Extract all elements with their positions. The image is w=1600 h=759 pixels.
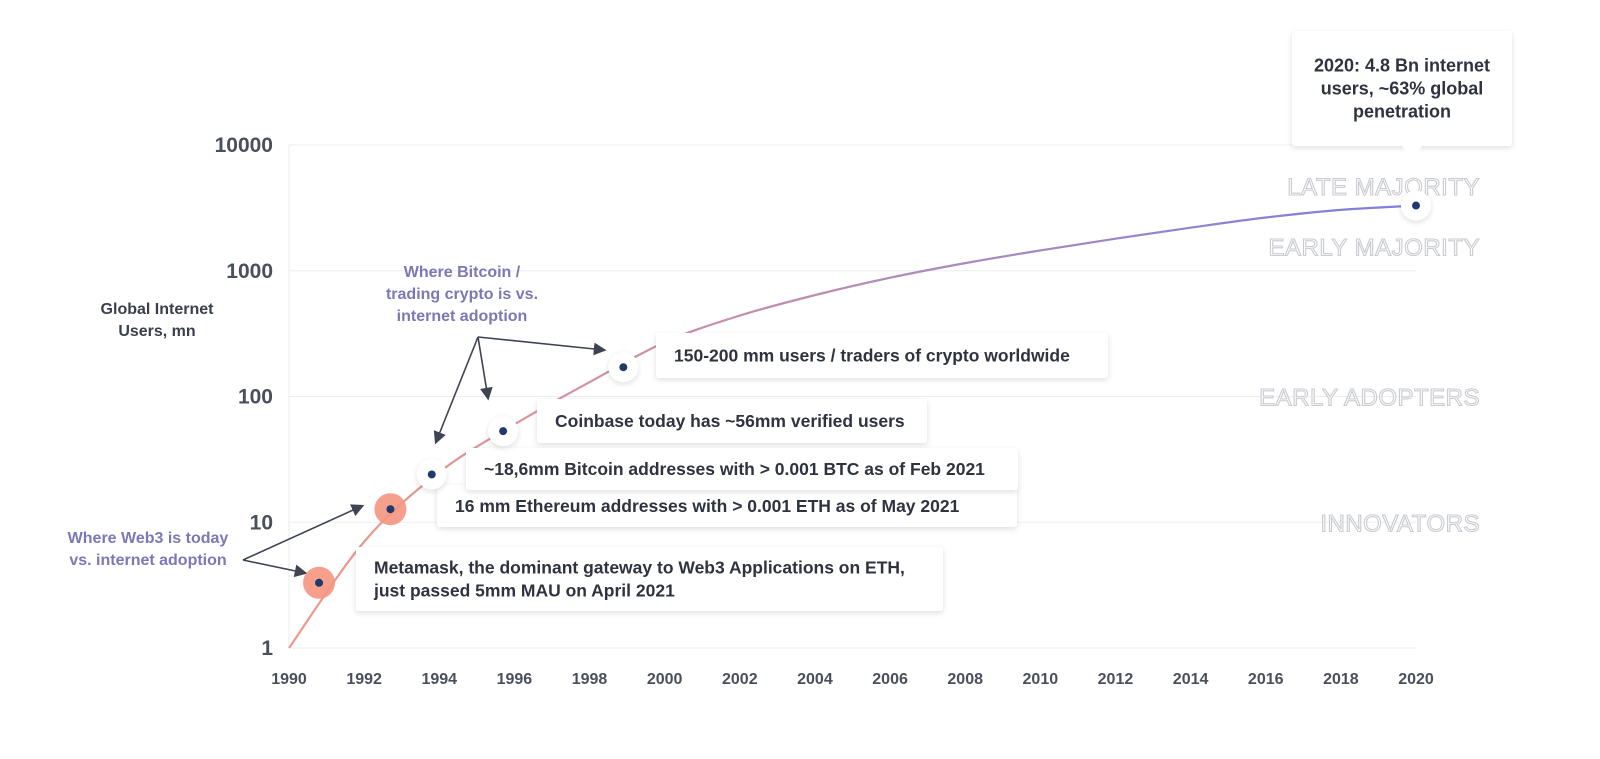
box-bitcoin-addresses: ~18,6mm Bitcoin addresses with > 0.001 B… [466, 448, 1018, 490]
callout-2020-pointer [1402, 146, 1422, 158]
box-crypto-traders-bg [656, 333, 1108, 378]
box-eth-addresses-text: 16 mm Ethereum addresses with > 0.001 ET… [455, 496, 960, 516]
y-tick-label: 1000 [226, 260, 273, 283]
arrow-to-eth [242, 504, 365, 561]
x-tick-label: 2014 [1173, 671, 1209, 688]
box-eth-addresses-bg [437, 485, 1017, 527]
box-metamask-text: Metamask, the dominant gateway to Web3 A… [373, 558, 905, 601]
x-tick-label: 1998 [572, 671, 608, 688]
bitcoin-note-line: trading crypto is vs. [386, 286, 538, 303]
x-tick-label: 2004 [797, 671, 833, 688]
x-tick-label: 1994 [421, 671, 457, 688]
crypto-point [427, 470, 436, 479]
annotation-arrows [242, 336, 607, 578]
stage-label: INNOVATORS [1320, 510, 1480, 537]
crypto-point [1412, 201, 1420, 210]
box-eth-addresses-line: 16 mm Ethereum addresses with > 0.001 ET… [455, 496, 960, 516]
x-tick-label: 2002 [722, 671, 758, 688]
callout-2020-bg [1292, 31, 1512, 146]
arrow-to-bitcoin [433, 336, 479, 445]
web3-note-line: Where Web3 is today [68, 530, 229, 547]
arrow-to-crypto-traders [477, 336, 607, 356]
highlight-points [303, 190, 1431, 599]
y-tick-label: 100 [238, 386, 273, 409]
x-tick-label: 2006 [872, 671, 908, 688]
x-tick-label: 2020 [1398, 671, 1434, 688]
x-tick-label: 2008 [947, 671, 983, 688]
box-coinbase-text: Coinbase today has ~56mm verified users [555, 411, 905, 431]
y-axis-label-line: Users, mn [118, 323, 195, 340]
callout-2020: 2020: 4.8 Bn internet users, ~63% global p… [1292, 31, 1512, 146]
y-axis-label-line: Global Internet [101, 301, 215, 318]
web3-point [386, 505, 395, 514]
box-metamask-line: just passed 5mm MAU on April 2021 [373, 581, 675, 601]
box-crypto-traders-text: 150-200 mm users / traders of crypto wor… [674, 346, 1070, 366]
callout-2020-line: users, ~63% global [1321, 79, 1484, 99]
box-coinbase: Coinbase today has ~56mm verified users [537, 399, 927, 443]
side-notes: Where Bitcoin / trading crypto is vs. inte… [68, 264, 538, 569]
callout-2020-text: 2020: 4.8 Bn internet users, ~63% global p… [1314, 56, 1490, 122]
box-metamask-line: Metamask, the dominant gateway to Web3 A… [374, 558, 905, 578]
box-crypto-traders: 150-200 mm users / traders of crypto wor… [656, 333, 1108, 378]
crypto-point [499, 427, 508, 436]
x-tick-label: 1990 [271, 671, 307, 688]
adoption-stage-labels: LATE MAJORITY EARLY MAJORITY EARLY ADOPTER… [1259, 174, 1481, 538]
callout-2020-line: penetration [1353, 102, 1451, 122]
box-coinbase-bg [537, 399, 927, 443]
web3-point [315, 578, 324, 587]
stage-label: EARLY MAJORITY [1269, 234, 1481, 261]
arrow-to-coinbase [477, 336, 493, 401]
web3-note-line: vs. internet adoption [69, 552, 226, 569]
x-tick-label: 2012 [1098, 671, 1134, 688]
x-tick-label: 1992 [346, 671, 382, 688]
box-bitcoin-addresses-line: ~18,6mm Bitcoin addresses with > 0.001 B… [484, 459, 985, 479]
box-bitcoin-addresses-text: ~18,6mm Bitcoin addresses with > 0.001 B… [484, 459, 985, 479]
crypto-point [619, 363, 628, 372]
x-tick-label: 2000 [647, 671, 683, 688]
bitcoin-note-line: Where Bitcoin / [404, 264, 521, 281]
stage-label: EARLY ADOPTERS [1259, 385, 1480, 412]
y-axis-label: Global Internet Users, mn [101, 301, 215, 340]
stage-label: LATE MAJORITY [1287, 174, 1480, 201]
adoption-curve [288, 204, 1417, 649]
arrow-to-metamask [242, 559, 308, 578]
axes: 1 10 100 1000 10000 1990 1992 1994 1996 1998 2000 2… [101, 134, 1434, 688]
x-tick-label: 2016 [1248, 671, 1284, 688]
callout-2020-line: 2020: 4.8 Bn internet [1314, 56, 1490, 76]
annotation-boxes: 2020: 4.8 Bn internet users, ~63% global p… [356, 31, 1512, 611]
bitcoin-note-line: internet adoption [397, 308, 528, 325]
y-tick-label: 10000 [215, 134, 273, 157]
x-tick-label: 1996 [497, 671, 533, 688]
y-tick-label: 1 [261, 637, 273, 660]
bitcoin-note: Where Bitcoin / trading crypto is vs. inte… [386, 264, 538, 325]
y-tick-label: 10 [250, 511, 273, 534]
x-tick-label: 2010 [1023, 671, 1059, 688]
box-crypto-traders-line: 150-200 mm users / traders of crypto wor… [674, 346, 1070, 366]
box-metamask-bg [356, 547, 943, 611]
box-coinbase-line: Coinbase today has ~56mm verified users [555, 411, 905, 431]
box-eth-addresses: 16 mm Ethereum addresses with > 0.001 ET… [437, 485, 1017, 527]
x-tick-label: 2018 [1323, 671, 1359, 688]
series-line [288, 204, 1417, 649]
box-metamask: Metamask, the dominant gateway to Web3 A… [356, 547, 943, 611]
box-bitcoin-addresses-bg [466, 448, 1018, 490]
web3-note: Where Web3 is today vs. internet adoption [68, 530, 229, 569]
